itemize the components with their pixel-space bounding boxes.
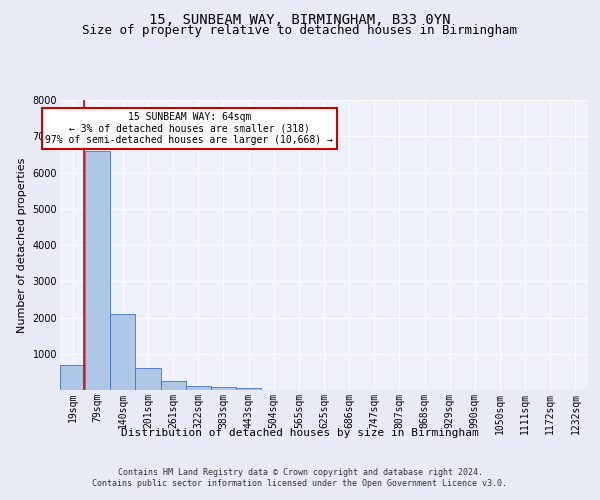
Text: Distribution of detached houses by size in Birmingham: Distribution of detached houses by size …: [121, 428, 479, 438]
Bar: [161, 381, 186, 390]
Text: 15, SUNBEAM WAY, BIRMINGHAM, B33 0YN: 15, SUNBEAM WAY, BIRMINGHAM, B33 0YN: [149, 12, 451, 26]
Bar: [186, 386, 211, 390]
Text: 15 SUNBEAM WAY: 64sqm
← 3% of detached houses are smaller (318)
97% of semi-deta: 15 SUNBEAM WAY: 64sqm ← 3% of detached h…: [46, 112, 333, 145]
Y-axis label: Number of detached properties: Number of detached properties: [17, 158, 27, 332]
Text: Contains HM Land Registry data © Crown copyright and database right 2024.
Contai: Contains HM Land Registry data © Crown c…: [92, 468, 508, 487]
Bar: [60, 364, 85, 390]
Bar: [136, 368, 161, 390]
Bar: [236, 388, 261, 390]
Bar: [211, 387, 236, 390]
Bar: [85, 151, 110, 390]
Bar: [110, 314, 136, 390]
Text: Size of property relative to detached houses in Birmingham: Size of property relative to detached ho…: [83, 24, 517, 37]
